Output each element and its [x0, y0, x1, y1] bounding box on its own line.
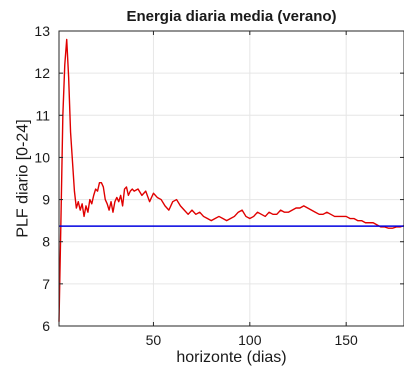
y-tick-label: 7	[42, 276, 50, 292]
y-axis-label: PLF diario [0-24]	[15, 119, 32, 237]
ticks: 50 100 150 6 7 8 9 10 11 12 13	[34, 23, 404, 348]
x-tick-label: 100	[238, 332, 262, 348]
y-tick-label: 9	[42, 192, 50, 208]
x-tick-label: 50	[146, 332, 162, 348]
chart-title: Energia diaria media (verano)	[126, 8, 336, 25]
y-tick-label: 10	[34, 149, 50, 165]
x-axis-label: horizonte (dias)	[176, 349, 286, 366]
y-tick-label: 13	[34, 23, 50, 39]
y-tick-label: 11	[35, 107, 50, 123]
plot-frame	[58, 30, 404, 327]
y-tick-label: 12	[34, 65, 50, 81]
series-line-1	[58, 38, 404, 322]
series-layer	[58, 38, 404, 322]
x-tick-label: 150	[334, 332, 358, 348]
y-tick-label: 6	[42, 318, 50, 334]
y-tick-label: 8	[42, 234, 50, 250]
